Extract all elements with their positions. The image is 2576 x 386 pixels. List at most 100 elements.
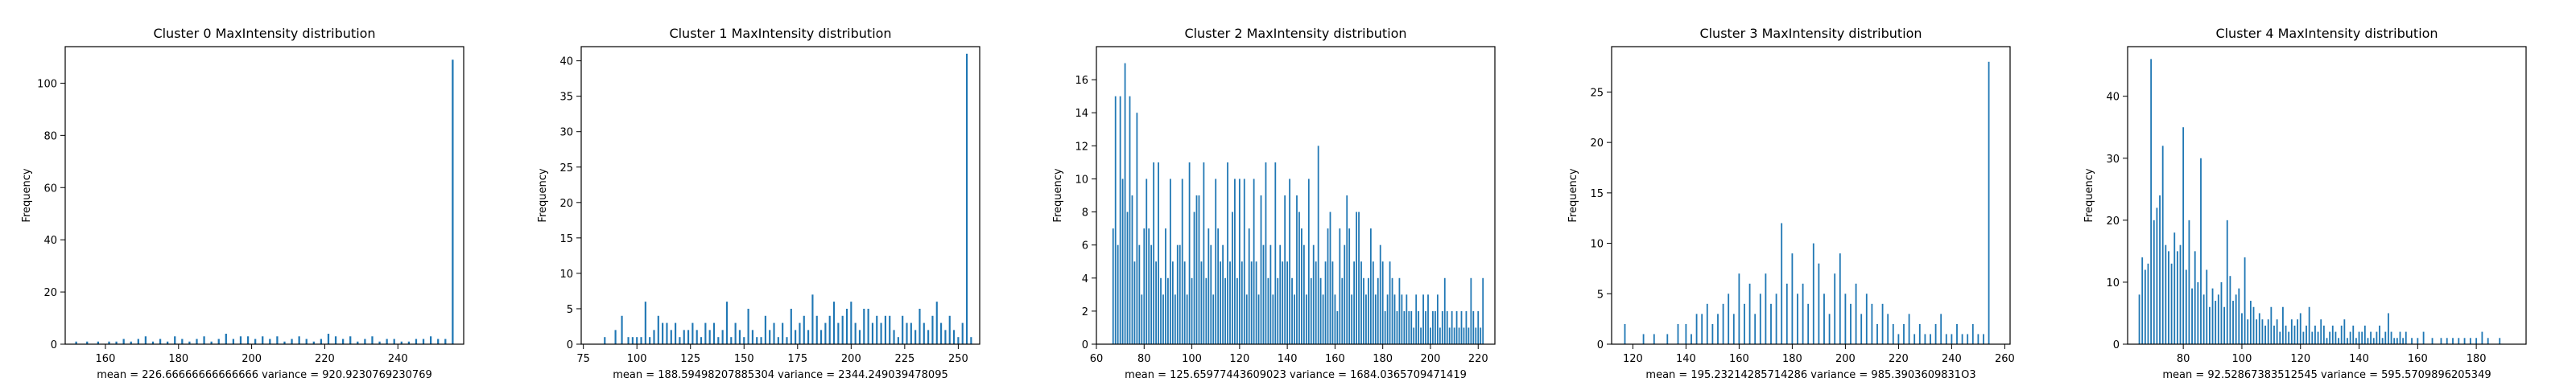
- bar: [1302, 244, 1305, 344]
- bar: [2168, 251, 2169, 345]
- bar: [1170, 179, 1171, 344]
- bar: [1222, 244, 1224, 344]
- y-axis-label: Frequency: [2083, 168, 2095, 222]
- axes-frame: [64, 46, 464, 345]
- bar: [2311, 331, 2314, 344]
- chart-panel-0: 160 180 200 220 240 0 20 40 60 80 100 Cluster 0 Max…: [21, 26, 464, 381]
- bar: [203, 336, 205, 344]
- bar: [1945, 334, 1947, 344]
- bar: [1124, 63, 1126, 344]
- bar: [1174, 294, 1176, 344]
- bar: [1389, 261, 1391, 344]
- bar: [2217, 294, 2219, 344]
- bar: [1410, 310, 1413, 344]
- bar: [790, 308, 792, 344]
- bar: [863, 308, 865, 344]
- bar: [721, 330, 724, 344]
- bar: [2244, 257, 2246, 344]
- bar: [1374, 294, 1377, 344]
- bar: [1436, 294, 1439, 344]
- bar: [2379, 325, 2380, 345]
- chart-panel-3: 120 140 160 180 200 220 240 260 0 5 10 15 20 25 Cluste…: [1567, 26, 2015, 381]
- bar: [1744, 303, 1745, 344]
- bar: [644, 302, 646, 344]
- x-tick-label: 200: [242, 353, 262, 365]
- bar: [115, 341, 118, 344]
- bar: [2349, 331, 2351, 344]
- bar: [2252, 306, 2255, 344]
- bar: [2182, 127, 2185, 344]
- bar: [1717, 314, 1719, 344]
- bar: [743, 337, 745, 344]
- bar: [2144, 269, 2146, 344]
- x-tick-label: 60: [1090, 353, 1104, 365]
- y-tick-label: 25: [1590, 87, 1604, 99]
- bar: [2334, 331, 2337, 344]
- bar: [342, 339, 345, 344]
- bar: [276, 336, 279, 344]
- bar: [1181, 179, 1183, 344]
- y-axis-label: Frequency: [1052, 168, 1064, 222]
- chart-title: Cluster 0 MaxIntensity distribution: [153, 26, 375, 41]
- bar: [2396, 338, 2398, 344]
- y-tick-label: 0: [1082, 339, 1088, 351]
- chart-panel-1: 75 100 125 150 175 200 225 250 0 5 10 15 20 25 30 35 40 C…: [537, 26, 980, 381]
- bar: [2363, 325, 2366, 345]
- bar: [269, 339, 271, 344]
- bar: [386, 339, 388, 344]
- bar: [2220, 281, 2223, 344]
- bar: [760, 337, 762, 344]
- bar: [1360, 261, 1362, 344]
- y-tick-label: 15: [559, 233, 573, 245]
- bar: [820, 330, 823, 344]
- bar: [1341, 277, 1344, 344]
- bar: [312, 341, 315, 344]
- bar: [298, 336, 300, 344]
- bar: [1315, 261, 1317, 344]
- bar: [159, 339, 162, 344]
- bar: [2247, 319, 2249, 344]
- bar: [1818, 263, 1820, 344]
- y-tick-label: 25: [559, 162, 573, 175]
- bar: [2153, 220, 2155, 344]
- chart-panel-4: 80 100 120 140 160 180 0 10 20 30 40 Cluster 4 MaxI…: [2083, 26, 2527, 381]
- x-tick-label: 180: [2467, 353, 2487, 365]
- bar: [1903, 323, 1905, 344]
- bar: [2370, 331, 2372, 344]
- bar: [232, 339, 235, 344]
- bar: [696, 330, 698, 344]
- bar: [1307, 179, 1310, 344]
- bar: [2343, 319, 2346, 344]
- axes-frame: [1096, 46, 1496, 345]
- bar: [970, 337, 972, 344]
- bar: [604, 337, 606, 344]
- bar: [828, 315, 831, 344]
- bar: [1823, 294, 1825, 344]
- bar: [2226, 220, 2228, 344]
- bar: [1855, 283, 1857, 344]
- bar: [2229, 276, 2231, 344]
- bar: [854, 322, 857, 344]
- bar: [1208, 228, 1210, 344]
- y-tick-label: 40: [559, 56, 573, 68]
- bar: [1977, 334, 1979, 344]
- bar: [2361, 331, 2363, 344]
- bar: [1121, 179, 1124, 344]
- x-axis-label: mean = 188.59498207885304 variance = 234…: [613, 369, 948, 381]
- bar: [756, 337, 758, 344]
- bar: [1191, 277, 1193, 344]
- bar: [670, 330, 672, 344]
- bar: [621, 315, 623, 344]
- bar: [2381, 338, 2384, 344]
- bar: [2161, 146, 2164, 344]
- bar: [1420, 327, 1422, 344]
- bar: [2347, 338, 2348, 344]
- bar: [2314, 325, 2316, 345]
- bar: [1386, 294, 1389, 344]
- bar: [640, 337, 642, 344]
- bar: [2384, 331, 2387, 344]
- bar: [1210, 244, 1212, 344]
- bar: [2176, 251, 2178, 345]
- bar: [897, 337, 899, 344]
- bar: [1828, 314, 1831, 344]
